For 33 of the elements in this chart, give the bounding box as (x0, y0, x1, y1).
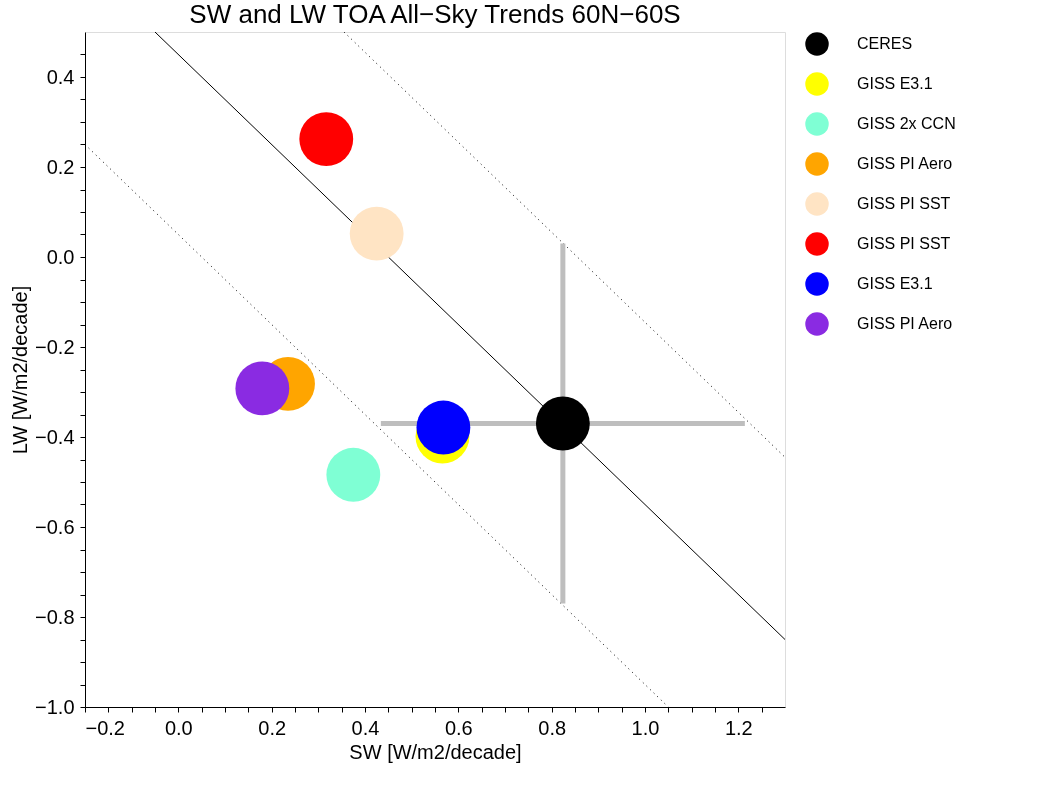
x-tick-label: 0.6 (444, 716, 473, 739)
x-tick-label: 1.0 (631, 716, 660, 739)
y-tick-label: −0.2 (35, 335, 75, 358)
x-tick-label: 0.8 (538, 716, 567, 739)
legend-label: GISS PI Aero (857, 315, 953, 332)
y-tick-label: 0.2 (46, 155, 75, 178)
y-tick-label: −0.6 (35, 515, 75, 538)
y-tick-label: −0.8 (35, 605, 75, 628)
y-axis-title: LW [W/m2/decade] (9, 285, 32, 455)
legend-label: GISS E3.1 (857, 75, 933, 92)
y-tick-label: 0.4 (46, 65, 75, 88)
legend-label: GISS PI SST (857, 195, 951, 212)
point (326, 447, 381, 502)
x-tick-label: 0.0 (164, 716, 193, 739)
point (416, 400, 471, 455)
point (535, 396, 590, 451)
legend-label: GISS E3.1 (857, 275, 933, 292)
y-tick-label: 0.0 (46, 245, 75, 268)
x-axis-title: SW [W/m2/decade] (349, 740, 522, 763)
point (299, 112, 354, 166)
point (235, 361, 290, 416)
point (349, 206, 404, 261)
chart-title: SW and LW TOA All−Sky Trends 60N−60S (189, 0, 681, 29)
y-tick-label: −0.4 (35, 425, 75, 448)
y-tick-label: −1.0 (35, 695, 75, 718)
x-tick-label: 1.2 (724, 716, 753, 739)
legend-label: CERES (857, 35, 913, 52)
x-tick-label: 0.2 (258, 716, 287, 739)
legend-label: GISS 2x CCN (857, 115, 956, 132)
x-tick-label: 0.4 (351, 716, 380, 739)
legend-label: GISS PI SST (857, 235, 951, 252)
x-tick-label: −0.2 (85, 716, 125, 739)
legend-label: GISS PI Aero (857, 155, 953, 172)
